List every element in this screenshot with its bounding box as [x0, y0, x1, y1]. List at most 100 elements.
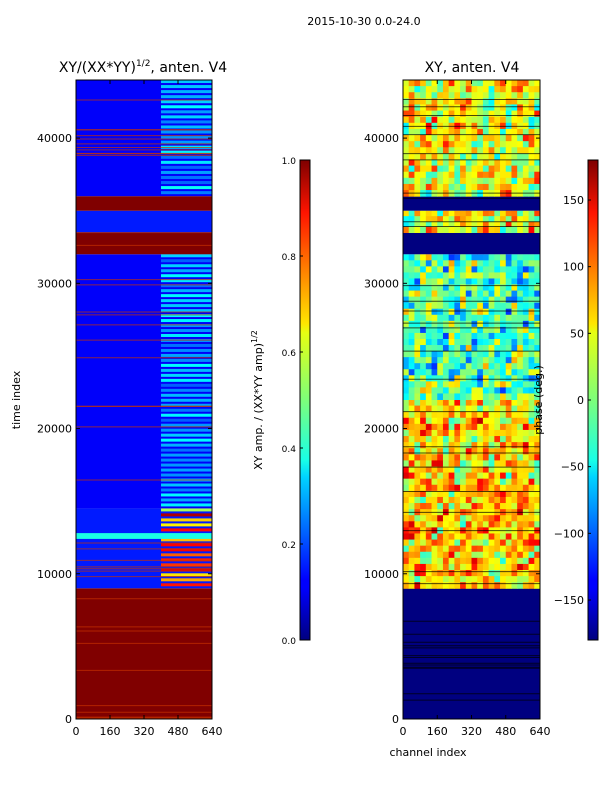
heatmap-cell	[500, 320, 507, 328]
heatmap-cell	[408, 533, 415, 541]
heatmap-cell	[448, 351, 455, 358]
heatmap-cell	[425, 375, 433, 382]
heatmap-cell	[454, 314, 461, 322]
heatmap-cell	[500, 278, 507, 286]
heatmap-cell	[511, 448, 518, 455]
heatmap-cell	[442, 221, 450, 228]
heatmap-cell	[448, 551, 455, 559]
heatmap-cell	[517, 141, 524, 148]
heatmap-cell	[482, 135, 490, 142]
heatmap-cell	[414, 533, 421, 541]
heatmap-cell	[505, 159, 512, 167]
heatmap-cell	[534, 533, 541, 541]
heatmap-cell	[431, 570, 438, 577]
heatmap-cell	[522, 369, 530, 376]
left-colorbar: 0.00.20.40.60.81.0 XY amp. / (XX*YY amp)…	[250, 157, 311, 647]
heatmap-cell	[477, 171, 484, 179]
heatmap-cell	[420, 210, 427, 217]
heatmap-cell	[465, 171, 472, 179]
heatmap-cell	[482, 153, 490, 160]
heatmap-cell	[442, 576, 450, 583]
heatmap-cell	[408, 363, 415, 370]
heatmap-cell	[482, 472, 490, 480]
heatmap-cell	[494, 227, 501, 233]
heatmap-cell	[517, 454, 524, 461]
heatmap-cell	[500, 254, 507, 261]
heatmap-cell	[494, 369, 501, 376]
heatmap-cell	[505, 533, 512, 541]
heatmap-cell	[488, 210, 495, 217]
heatmap-cell	[431, 576, 438, 583]
heatmap-band	[76, 232, 212, 255]
heatmap-cell	[431, 399, 438, 407]
heatmap-cell	[494, 278, 501, 286]
heatmap-cell	[500, 496, 507, 504]
heatmap-cell	[408, 375, 415, 382]
heatmap-cell	[425, 302, 433, 310]
heatmap-cell	[517, 478, 524, 486]
heatmap-cell	[471, 503, 478, 510]
heatmap-cell	[488, 411, 495, 419]
heatmap-cell	[522, 521, 530, 528]
heatmap-cell	[454, 147, 461, 154]
heatmap-cell	[437, 381, 444, 388]
heatmap-cell	[528, 460, 535, 467]
heatmap-cell	[505, 478, 512, 486]
heatmap-hot-stripe	[161, 568, 212, 572]
heatmap-cell	[431, 582, 438, 589]
heatmap-cell	[414, 338, 421, 346]
heatmap-cell	[534, 345, 541, 352]
heatmap-cell	[431, 171, 438, 179]
heatmap-cell	[425, 92, 433, 99]
heatmap-cell	[488, 227, 495, 233]
heatmap-cell	[414, 221, 421, 228]
heatmap-cell	[534, 260, 541, 267]
heatmap-cell	[471, 570, 478, 577]
heatmap-cell	[414, 521, 421, 528]
heatmap-cell	[448, 135, 455, 142]
heatmap-cell	[403, 147, 410, 154]
heatmap-cell	[511, 436, 518, 443]
heatmap-cell	[408, 153, 415, 160]
heatmap-cell	[528, 227, 535, 233]
heatmap-cell	[431, 545, 438, 553]
heatmap-cell	[460, 545, 467, 553]
heatmap-cell	[477, 135, 484, 142]
heatmap-cell	[465, 429, 472, 437]
heatmap-cell	[488, 338, 495, 346]
x-tick-label: 0	[73, 725, 80, 738]
heatmap-cell	[465, 539, 472, 547]
heatmap-cell	[511, 582, 518, 589]
heatmap-cell	[488, 484, 495, 492]
heatmap-cell	[522, 357, 530, 364]
heatmap-cell	[437, 210, 444, 217]
heatmap-cell	[500, 484, 507, 492]
heatmap-cell	[460, 80, 467, 87]
heatmap-cell	[437, 326, 444, 334]
heatmap-cell	[511, 92, 518, 99]
heatmap-hot-stripe	[161, 115, 212, 119]
heatmap-cell	[465, 563, 472, 571]
heatmap-cell	[442, 466, 450, 474]
heatmap-cell	[414, 405, 421, 413]
heatmap-cell	[465, 570, 472, 577]
heatmap-cell	[528, 183, 535, 191]
heatmap-cell	[500, 221, 507, 228]
heatmap-cell	[471, 135, 478, 142]
heatmap-cell	[414, 563, 421, 571]
heatmap-cell	[494, 110, 501, 118]
heatmap-cell	[403, 429, 410, 437]
heatmap-cell	[488, 576, 495, 583]
heatmap-cell	[414, 284, 421, 292]
left-title: XY/(XX*YY)1/2, anten. V4	[59, 59, 227, 76]
heatmap-cell	[528, 357, 535, 364]
heatmap-cell	[522, 80, 530, 87]
heatmap-cell	[494, 375, 501, 382]
heatmap-cell	[500, 545, 507, 553]
heatmap-cell	[488, 141, 495, 148]
heatmap-cell	[517, 153, 524, 160]
heatmap-cell	[403, 278, 410, 286]
heatmap-cell	[414, 141, 421, 148]
heatmap-cell	[465, 302, 472, 310]
heatmap-cell	[448, 92, 455, 99]
